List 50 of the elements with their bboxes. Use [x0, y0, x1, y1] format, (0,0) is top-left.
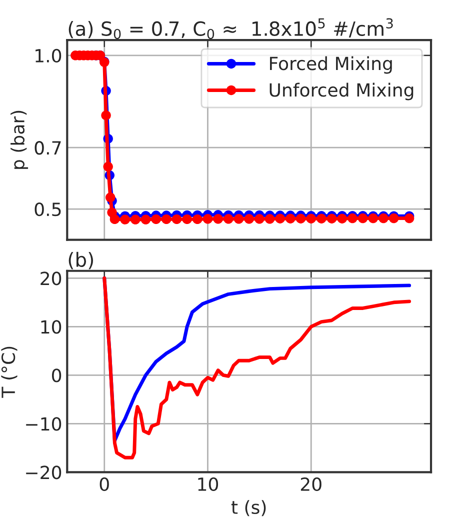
point [140, 214, 151, 224]
point [172, 214, 182, 224]
point [316, 214, 326, 224]
point [378, 213, 388, 224]
point [348, 213, 358, 224]
point [244, 214, 254, 224]
point [192, 214, 202, 224]
legend-label: Forced Mixing [270, 56, 392, 74]
point [130, 214, 140, 224]
point [337, 214, 347, 224]
y-tick-label: 0.5 [34, 202, 61, 216]
legend-label: Unforced Mixing [270, 82, 414, 100]
y-axis-title: p (bar) [10, 110, 28, 169]
y-tick-label: 10 [41, 320, 62, 334]
point [213, 214, 223, 224]
point [404, 213, 414, 224]
point [368, 213, 378, 224]
y-tick-label: 1.0 [36, 48, 62, 63]
point [224, 214, 234, 224]
point [110, 214, 120, 224]
y-tick-label: −10 [26, 417, 62, 431]
y-tick-label: 20 [40, 272, 62, 286]
point [106, 192, 116, 202]
point [162, 214, 172, 224]
chart-title: (b) [68, 252, 94, 270]
y-tick-label: −20 [26, 466, 62, 480]
point [296, 214, 306, 224]
point [286, 214, 296, 224]
point [326, 214, 337, 224]
point [388, 213, 399, 224]
point [254, 214, 264, 224]
chart-title: (a) S$_{0}$ = 0.7, C$_{0}$ ≈ 1.8x10$^{5}$ #/cm$^{3}$ [68, 18, 393, 40]
point [101, 110, 111, 120]
y-tick-label: 0.7 [34, 141, 61, 155]
x-tick-label: 20 [300, 477, 322, 492]
point [275, 214, 285, 224]
x-axis-title: t (s) [231, 500, 266, 516]
point [358, 213, 368, 224]
point [182, 214, 192, 224]
point [103, 162, 113, 172]
y-axis-title: T (°C) [1, 346, 18, 398]
point [264, 214, 275, 224]
point [120, 214, 130, 224]
point [202, 214, 213, 224]
point [234, 214, 244, 224]
point [151, 214, 161, 224]
x-tick-label: 0 [100, 477, 109, 492]
x-tick-label: 10 [198, 477, 218, 492]
y-tick-label: 0 [52, 368, 62, 382]
point [306, 214, 316, 224]
